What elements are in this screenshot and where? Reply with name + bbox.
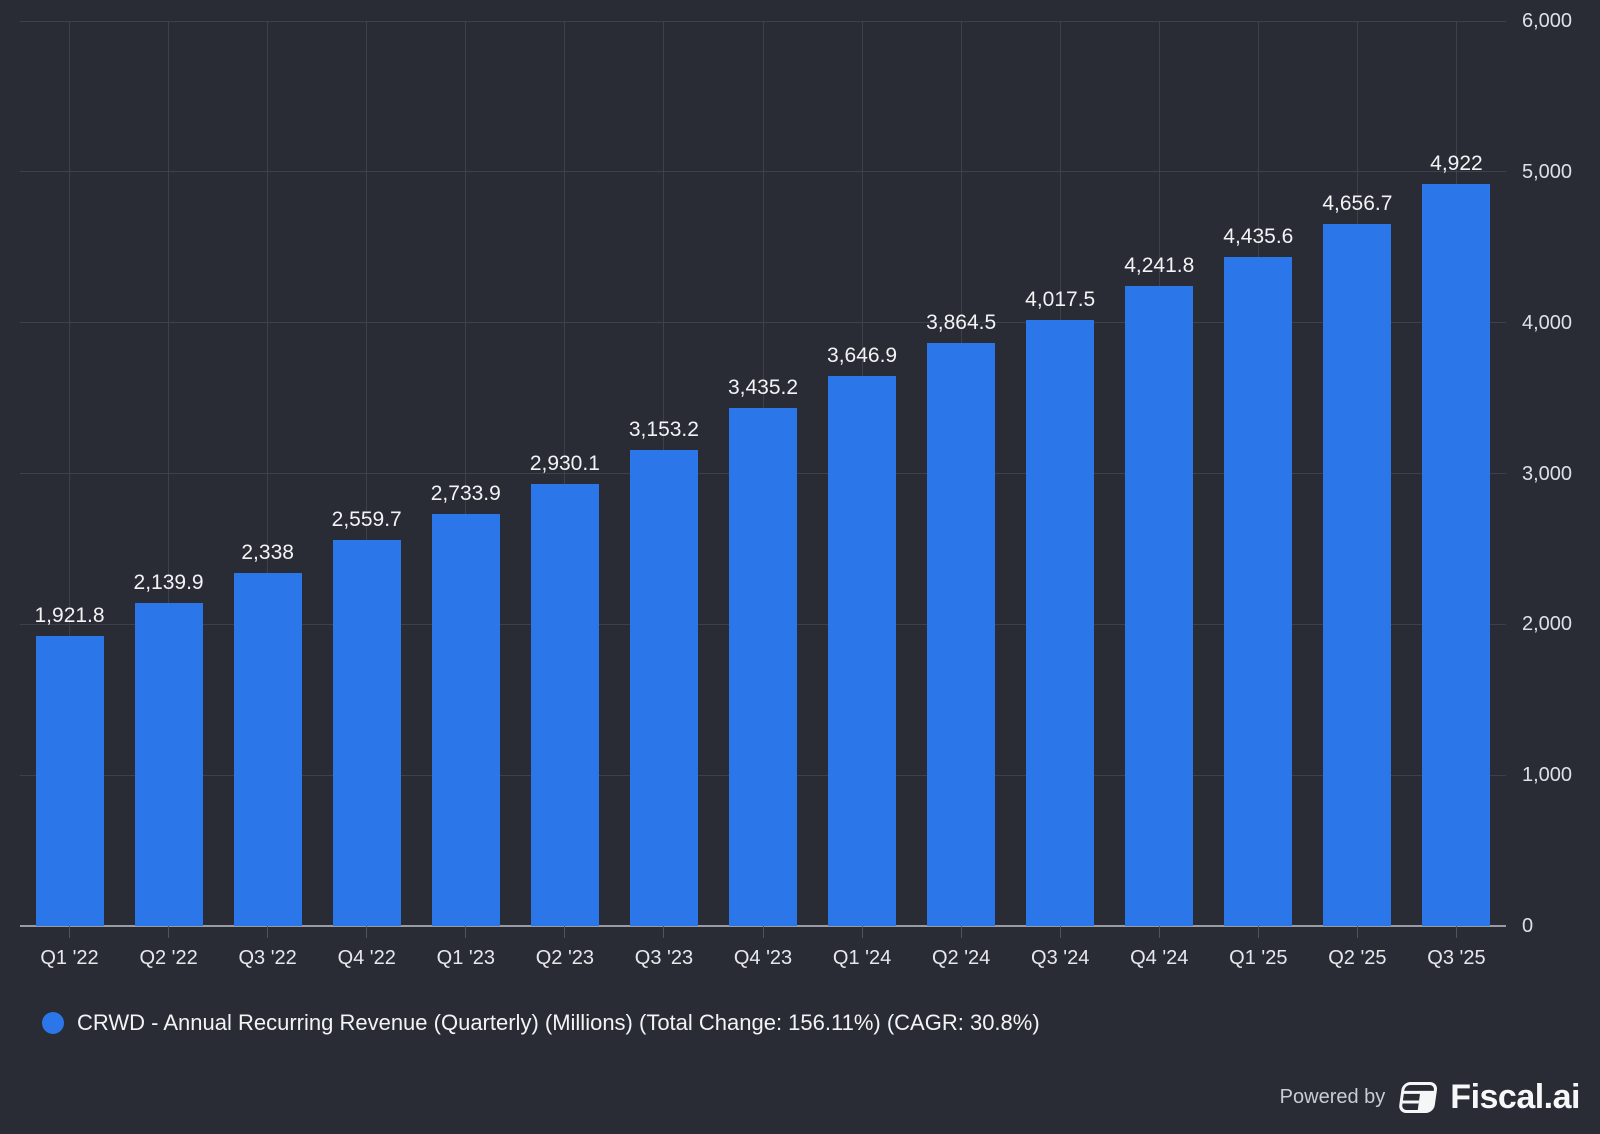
bar[interactable]	[134, 603, 203, 926]
x-tick	[960, 926, 962, 938]
x-tick-label: Q3 '24	[1031, 947, 1090, 969]
bar-value-label: 4,435.6	[1223, 224, 1294, 248]
x-tick-label: Q2 '22	[139, 947, 198, 969]
gridline-vertical	[168, 21, 170, 926]
gridline-vertical	[564, 21, 566, 926]
x-tick	[1059, 926, 1061, 938]
bar-value-label: 2,930.1	[529, 452, 600, 476]
bar-value-label: 2,139.9	[133, 571, 204, 595]
x-tick	[465, 926, 467, 938]
bar-value-label: 2,733.9	[430, 481, 501, 505]
y-tick-label: 4,000	[1522, 311, 1573, 334]
y-tick-label: 0	[1522, 915, 1534, 937]
bar[interactable]	[1026, 320, 1095, 926]
fiscal-ai-logo-icon	[1399, 1081, 1438, 1113]
powered-by-label: Powered by	[1279, 1085, 1386, 1108]
bar-value-label: 4,017.5	[1025, 288, 1096, 312]
bar[interactable]	[1224, 256, 1293, 926]
legend-item[interactable]: CRWD - Annual Recurring Revenue (Quarter…	[42, 1008, 1040, 1038]
bar-value-label: 4,656.7	[1322, 191, 1393, 215]
bar[interactable]	[233, 573, 302, 926]
x-tick-label: Q3 '25	[1427, 947, 1486, 969]
x-tick-label: Q1 '24	[832, 947, 892, 969]
x-tick-label: Q2 '25	[1328, 947, 1387, 969]
bar-value-label: 4,922	[1430, 151, 1483, 175]
bar[interactable]	[431, 513, 500, 926]
bar[interactable]	[927, 343, 996, 926]
fiscal-ai-brand-link[interactable]: Fiscal.ai	[1398, 1078, 1580, 1117]
x-tick	[1455, 926, 1457, 938]
x-tick	[564, 926, 566, 938]
bar-value-label: 3,864.5	[926, 311, 997, 335]
x-tick-label: Q1 '25	[1229, 947, 1288, 969]
bar[interactable]	[828, 375, 897, 926]
y-tick-label: 6,000	[1522, 10, 1573, 32]
x-tick	[168, 926, 170, 938]
bar[interactable]	[729, 407, 797, 926]
x-tick-label: Q4 '22	[337, 947, 396, 969]
bar[interactable]	[629, 450, 698, 926]
bar[interactable]	[1125, 286, 1194, 926]
legend-marker-icon	[42, 1012, 64, 1034]
powered-by-footer: Powered by Fiscal.ai	[1279, 1078, 1581, 1117]
gridline-vertical	[366, 21, 368, 926]
bar[interactable]	[1323, 223, 1392, 926]
x-tick	[663, 926, 665, 938]
x-tick	[1158, 926, 1160, 938]
bar-value-label: 3,435.2	[727, 375, 799, 399]
gridline-vertical	[69, 21, 71, 926]
x-tick	[366, 926, 368, 938]
bar-value-label: 2,559.7	[331, 507, 402, 531]
y-tick-label: 2,000	[1522, 613, 1573, 636]
x-tick	[861, 926, 863, 938]
bar-value-label: 3,646.9	[827, 343, 898, 367]
bar[interactable]	[35, 636, 104, 926]
bar[interactable]	[530, 484, 599, 926]
bar-value-label: 4,241.8	[1124, 254, 1195, 278]
bar[interactable]	[1422, 183, 1491, 926]
legend-label: CRWD - Annual Recurring Revenue (Quarter…	[77, 1010, 1040, 1035]
bar-value-label: 2,338	[241, 541, 294, 565]
x-tick-label: Q4 '24	[1130, 947, 1189, 969]
y-tick-label: 1,000	[1522, 764, 1573, 787]
y-tick-label: 3,000	[1522, 462, 1573, 485]
x-tick-label: Q4 '23	[733, 947, 793, 969]
x-tick	[1257, 926, 1259, 938]
y-tick-label: 5,000	[1522, 160, 1573, 183]
x-tick-label: Q3 '23	[634, 947, 694, 969]
x-tick-label: Q1 '23	[436, 947, 495, 969]
x-tick-label: Q2 '23	[535, 947, 595, 969]
x-tick	[267, 926, 269, 938]
gridline-vertical	[267, 21, 269, 926]
bar[interactable]	[332, 539, 401, 926]
x-tick-label: Q2 '24	[931, 947, 991, 969]
gridline-vertical	[465, 21, 467, 926]
bar-value-label: 1,921.8	[34, 604, 105, 628]
bar-value-label: 3,153.2	[628, 418, 699, 442]
x-tick	[69, 926, 71, 938]
x-tick	[1356, 926, 1358, 938]
x-tick	[762, 926, 764, 938]
x-tick-label: Q1 '22	[40, 947, 99, 969]
x-tick-label: Q3 '22	[238, 947, 297, 969]
brand-name: Fiscal.ai	[1450, 1077, 1580, 1116]
